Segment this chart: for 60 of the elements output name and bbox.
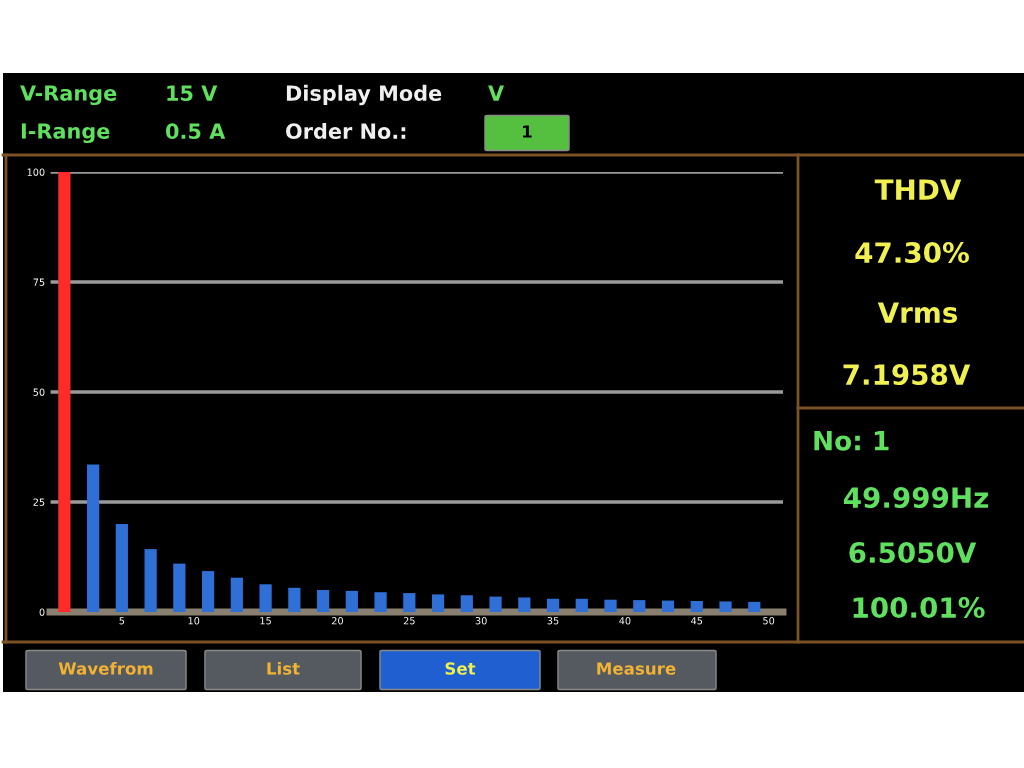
x-tick-label: 15: [260, 617, 271, 625]
text: Set: [445, 662, 476, 675]
x-tick-label: 40: [619, 617, 631, 625]
x-tick-label: 50: [763, 617, 775, 625]
bar: [604, 599, 617, 612]
x-tick-label: 20: [331, 617, 343, 625]
x-tick-label: 35: [547, 617, 559, 625]
bar: [431, 594, 445, 612]
bar: [144, 549, 157, 612]
text: Order No.:: [286, 122, 406, 140]
text: 100.01%: [853, 597, 985, 619]
y-tick-label: 0: [39, 608, 45, 616]
bar: [489, 596, 502, 612]
bar: [403, 593, 416, 612]
x-tick-label: 10: [188, 617, 200, 625]
text: Vrms: [877, 302, 958, 324]
text: 0.5 A: [166, 123, 226, 140]
x-tick-label: 45: [691, 617, 703, 625]
bar: [259, 584, 272, 612]
text: 6.5050V: [849, 542, 977, 564]
bar: [230, 577, 243, 612]
x-tick-label: 30: [475, 617, 487, 625]
bar: [58, 172, 71, 612]
text: V-Range: [20, 85, 117, 106]
text: V: [488, 85, 505, 101]
bar: [115, 524, 128, 612]
text: Wavefrom: [58, 661, 153, 675]
text: I-Range: [21, 123, 110, 144]
bar: [87, 464, 100, 612]
bar: [546, 598, 560, 612]
bar: [201, 571, 215, 612]
text: 47.30%: [855, 242, 969, 264]
bar: [345, 590, 358, 612]
text: THDV: [874, 179, 962, 200]
y-tick-label: 25: [33, 498, 45, 506]
bar: [288, 587, 301, 612]
text: No: 1: [814, 431, 889, 451]
bar: [633, 600, 646, 612]
text: 49.999Hz: [843, 487, 988, 509]
text: Measure: [597, 662, 676, 675]
x-tick-label: 25: [403, 617, 415, 625]
text: 15 V: [167, 85, 218, 102]
bar: [460, 595, 473, 612]
text: 1: [523, 125, 532, 138]
y-tick-label: 100: [27, 168, 45, 176]
y-tick-label: 50: [33, 388, 45, 396]
bar: [374, 592, 387, 612]
text: Display Mode: [286, 84, 442, 106]
bar: [719, 601, 732, 612]
y-tick-label: 75: [33, 278, 45, 286]
bar: [661, 600, 675, 612]
text: List: [267, 661, 300, 675]
bar: [316, 590, 330, 612]
bar: [690, 601, 703, 612]
bar: [173, 563, 186, 612]
x-tick-label: 5: [119, 617, 125, 625]
bar: [748, 601, 761, 612]
bar: [518, 597, 531, 612]
text: 7.1958V: [843, 364, 971, 386]
bar: [575, 598, 588, 612]
